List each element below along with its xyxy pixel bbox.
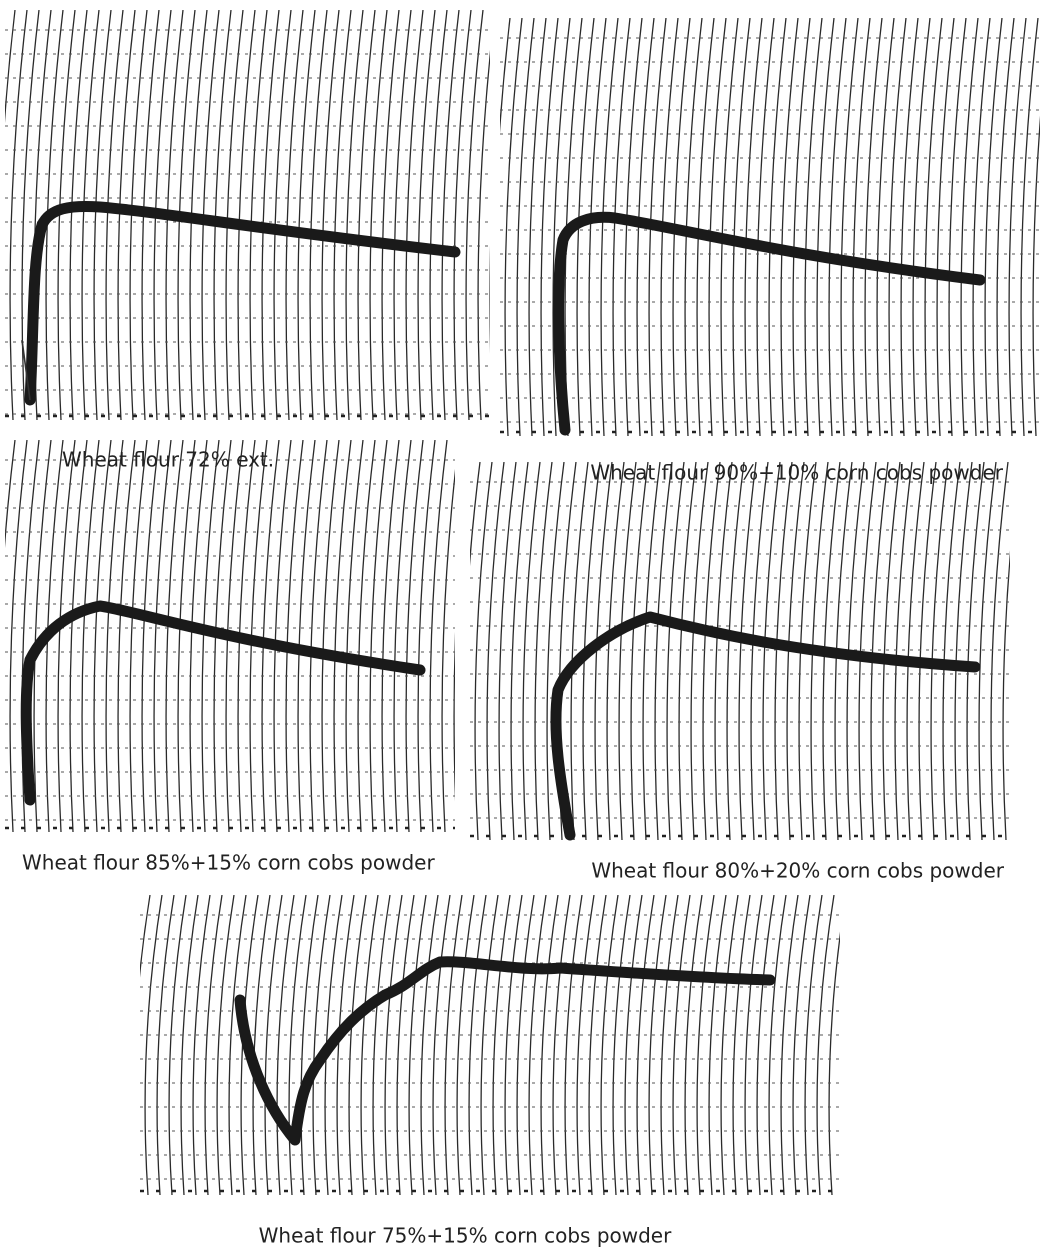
curve: [26, 606, 420, 800]
paper-arcs: [451, 462, 1046, 840]
paper-arcs: [121, 895, 894, 1195]
chart-grids: [0, 10, 1046, 1195]
chart-paper: [121, 895, 894, 1195]
paper-arcs: [0, 10, 543, 420]
chart-paper: [451, 462, 1046, 840]
caption: Wheat flour 72% ext.: [62, 448, 274, 472]
caption: Wheat flour 85%+15% corn cobs powder: [22, 851, 435, 875]
caption: Wheat flour 90%+10% corn cobs powder: [590, 461, 1003, 485]
chart-paper: [0, 10, 543, 420]
caption: Wheat flour 80%+20% corn cobs powder: [591, 859, 1004, 883]
caption: Wheat flour 75%+15% corn cobs powder: [259, 1224, 672, 1248]
figure: Wheat flour 72% ext. Wheat flour 90%+10%…: [0, 0, 1046, 1253]
